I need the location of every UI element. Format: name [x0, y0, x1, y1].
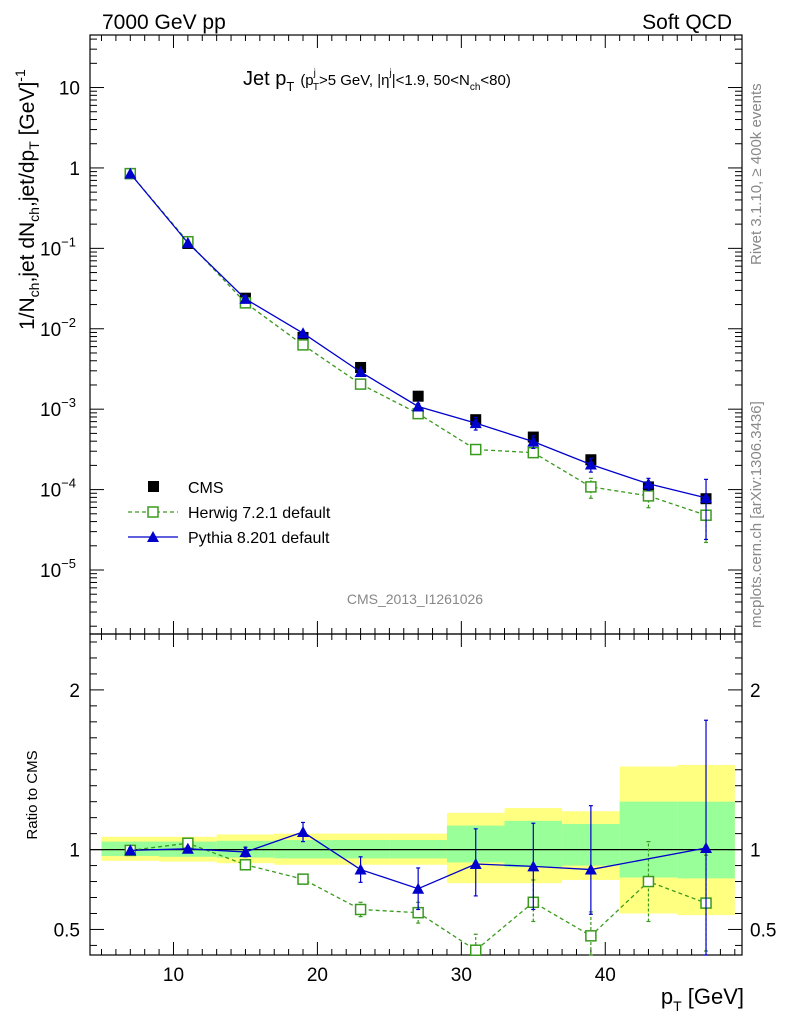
data-point [700, 491, 713, 503]
data-point [412, 390, 424, 402]
y-tick-label: 10−4 [40, 476, 76, 502]
main-plot-title: Jet pT (pj T>5 GeV, |ηj|<1.9, 50<Nch<80) [243, 68, 511, 94]
data-point [527, 860, 540, 872]
ratio-y-axis-label: Ratio to CMS [24, 750, 41, 839]
data-point [469, 857, 482, 869]
data-point [412, 882, 425, 894]
data-point [584, 458, 597, 470]
ratio-plot-frame [89, 633, 743, 956]
legend: CMS Herwig 7.2.1 default Pythia 8.201 de… [128, 480, 331, 547]
data-point [354, 378, 367, 390]
ratio-y-tick-label-right: 2 [750, 681, 761, 702]
data-point [412, 400, 425, 412]
data-point [181, 236, 194, 248]
x-axis-label: pT [GeV] [661, 984, 744, 1014]
legend-marker-cms [148, 481, 159, 492]
legend-marker-herwig [147, 506, 159, 518]
y-tick-label: 10−3 [40, 395, 76, 421]
main-series-pythia [124, 167, 713, 541]
rivet-version-label: Rivet 3.1.10, ≥ 400k events [748, 83, 765, 265]
y-tick-label: 10 [59, 79, 80, 100]
data-point [585, 930, 597, 942]
legend-label-cms: CMS [188, 480, 224, 497]
data-point [585, 481, 597, 493]
data-point [297, 826, 310, 838]
x-axis-ticks [101, 35, 736, 955]
data-point [642, 477, 655, 489]
series-line [129, 173, 707, 516]
data-point [527, 435, 540, 447]
x-tick-label: 30 [451, 965, 472, 986]
plot-layer: 10 20 30 40 10 1 10−1 10−2 10−3 10−4 10−5 0.5 0.5 1 1 2… [40, 34, 776, 986]
data-point [642, 490, 655, 502]
data-point [354, 903, 367, 916]
x-tick-label: 10 [163, 965, 184, 986]
y-tick-label: 10−2 [40, 315, 76, 341]
data-point [239, 292, 252, 304]
y-tick-label: 10−1 [40, 234, 76, 260]
legend-item-cms: CMS [148, 480, 224, 497]
analysis-tag: CMS_2013_I1261026 [347, 591, 483, 607]
x-tick-label: 20 [307, 965, 328, 986]
main-y-axis-label: 1/Nch,jet dNch,jet/dpT [GeV]-1 [12, 69, 42, 330]
y-tick-label: 1 [69, 159, 80, 180]
main-y-axis-ticks [90, 38, 742, 627]
data-point [642, 875, 655, 888]
ratio-series-pythia [124, 719, 713, 956]
ratio-y-tick-label: 2 [69, 681, 80, 702]
data-point [297, 327, 310, 339]
main-series-cms [124, 168, 712, 505]
ratio-y-tick-label-right: 0.5 [750, 920, 776, 941]
legend-label-pythia: Pythia 8.201 default [188, 530, 330, 547]
series-line [129, 173, 707, 499]
data-point [354, 863, 367, 875]
ratio-y-tick-label: 0.5 [54, 920, 80, 941]
legend-item-herwig: Herwig 7.2.1 default [128, 505, 331, 522]
legend-item-pythia: Pythia 8.201 default [128, 530, 330, 547]
ratio-y-tick-label-right: 1 [750, 841, 761, 862]
data-point [469, 443, 482, 456]
data-point [469, 417, 482, 429]
data-point [527, 446, 540, 459]
data-point [297, 873, 309, 885]
data-point [181, 842, 194, 854]
process-label: Soft QCD [642, 11, 732, 34]
ratio-y-axis-ticks [90, 641, 742, 946]
data-point [239, 845, 252, 857]
legend-marker-pythia [147, 531, 159, 542]
data-point [584, 863, 597, 875]
series-line [130, 831, 707, 890]
data-point [700, 842, 713, 853]
data-point [124, 167, 137, 179]
mcplots-reference-label: mcplots.cern.ch [arXiv:1306.3436] [748, 401, 765, 628]
y-tick-label: 10−5 [40, 556, 76, 582]
x-tick-label: 40 [595, 965, 616, 986]
data-point [124, 844, 137, 856]
legend-label-herwig: Herwig 7.2.1 default [188, 505, 331, 522]
ratio-y-tick-label: 1 [69, 841, 80, 862]
collision-energy-label: 7000 GeV pp [102, 11, 226, 34]
data-point [354, 365, 367, 377]
data-point [239, 859, 252, 871]
data-point [469, 944, 482, 956]
data-point [297, 339, 309, 351]
